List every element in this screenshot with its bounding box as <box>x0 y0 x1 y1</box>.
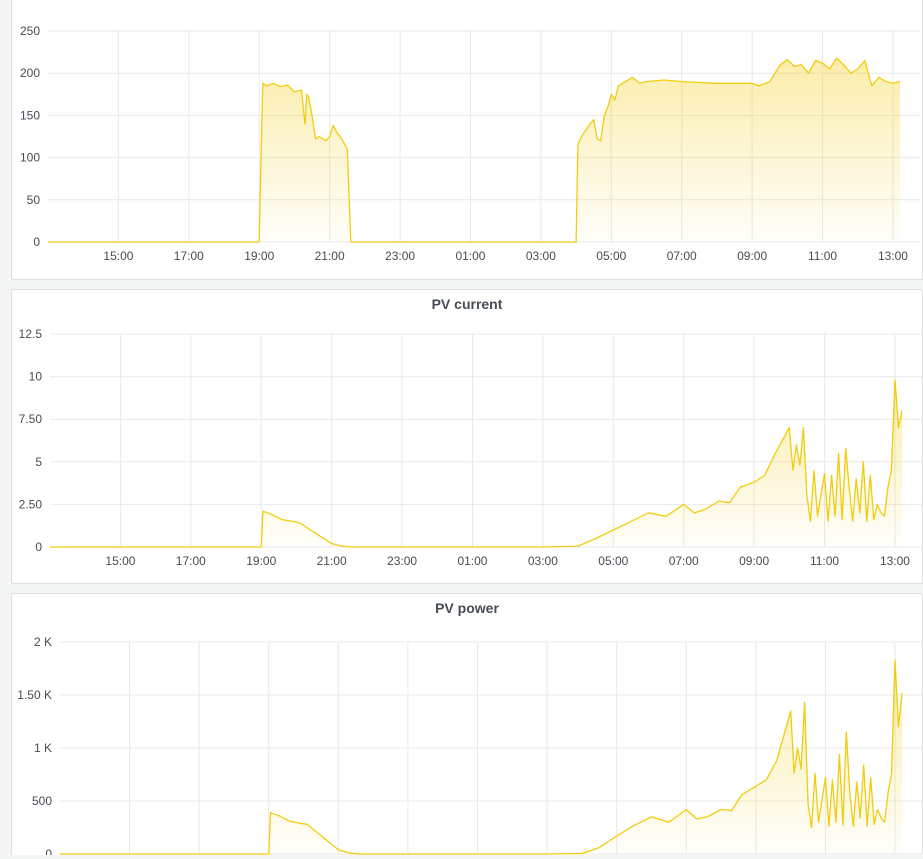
x-tick-label: 01:00 <box>457 554 487 568</box>
x-tick-label: 09:00 <box>737 249 767 263</box>
series-area <box>48 58 900 242</box>
y-tick-label: 0 <box>35 540 42 554</box>
page-bottom-strip <box>0 855 923 859</box>
x-tick-label: 19:00 <box>246 554 276 568</box>
panel-pv-power: PV power 0 500 1 K 1.50 K 2 K <box>11 593 923 855</box>
y-tick-label: 500 <box>32 794 52 808</box>
y-tick-label: 250 <box>20 24 40 38</box>
x-tick-label: 07:00 <box>669 554 699 568</box>
y-tick-label: 7.50 <box>19 412 43 426</box>
y-tick-label: 1 K <box>34 741 52 755</box>
y-tick-label: 150 <box>20 108 40 122</box>
series-line[interactable] <box>50 379 903 548</box>
chart-pv-current: 0 2.50 5 7.50 10 12.5 15:00 17:00 19:00 21:00 23:0… <box>19 327 922 568</box>
series-area <box>50 380 902 547</box>
series-line[interactable] <box>60 659 903 855</box>
series-line[interactable] <box>48 57 901 243</box>
x-tick-label: 13:00 <box>878 249 908 263</box>
y-tick-label: 100 <box>20 151 40 165</box>
x-tick-label: 07:00 <box>667 249 697 263</box>
x-tick-label: 15:00 <box>103 249 133 263</box>
series-area <box>60 660 902 854</box>
x-tick-label: 03:00 <box>528 554 558 568</box>
x-tick-label: 23:00 <box>387 554 417 568</box>
x-tick-label: 17:00 <box>176 554 206 568</box>
y-tick-label: 50 <box>27 193 41 207</box>
x-tick-label: 11:00 <box>810 554 839 568</box>
y-tick-label: 1.50 K <box>17 688 52 702</box>
y-tick-label: 0 <box>33 235 40 249</box>
x-tick-label: 19:00 <box>244 249 274 263</box>
x-tick-label: 21:00 <box>315 249 345 263</box>
y-tick-label: 10 <box>29 370 43 384</box>
x-tick-label: 01:00 <box>455 249 485 263</box>
x-tick-label: 23:00 <box>385 249 415 263</box>
x-tick-label: 17:00 <box>174 249 204 263</box>
x-tick-label: 05:00 <box>596 249 626 263</box>
x-tick-label: 11:00 <box>808 249 837 263</box>
y-tick-label: 0 <box>45 847 52 855</box>
panel-title[interactable]: PV current <box>431 296 503 312</box>
y-tick-label: 5 <box>35 455 42 469</box>
chart-pv-power: 0 500 1 K 1.50 K 2 K <box>17 635 922 855</box>
y-tick-label: 2 K <box>34 635 52 649</box>
y-tick-label: 200 <box>20 66 40 80</box>
x-tick-label: 15:00 <box>105 554 135 568</box>
y-tick-label: 12.5 <box>19 327 43 341</box>
x-tick-label: 13:00 <box>880 554 910 568</box>
y-tick-label: 2.50 <box>19 497 43 511</box>
x-tick-label: 05:00 <box>598 554 628 568</box>
panel-title[interactable]: PV power <box>435 600 499 616</box>
panel-pv-current: PV current 0 2.50 5 7.50 10 12.5 15:00 17:00 19:… <box>11 289 923 584</box>
chart-voltage: 0 50 100 150 200 250 15:00 17:00 19:00 21:00 23:00… <box>20 24 920 263</box>
panel-battery-voltage: 0 50 100 150 200 250 15:00 17:00 19:00 21:00 23:00… <box>11 0 923 280</box>
x-tick-label: 03:00 <box>526 249 556 263</box>
x-tick-label: 21:00 <box>317 554 347 568</box>
x-tick-label: 09:00 <box>739 554 769 568</box>
